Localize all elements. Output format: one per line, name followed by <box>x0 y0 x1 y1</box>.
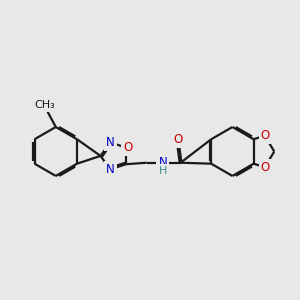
Text: O: O <box>261 161 270 174</box>
Text: O: O <box>261 129 270 142</box>
Text: O: O <box>174 133 183 146</box>
Text: CH₃: CH₃ <box>35 100 56 110</box>
Text: O: O <box>123 141 132 154</box>
Text: N: N <box>158 156 167 169</box>
Text: N: N <box>106 136 115 149</box>
Text: H: H <box>159 166 168 176</box>
Text: N: N <box>106 163 115 176</box>
